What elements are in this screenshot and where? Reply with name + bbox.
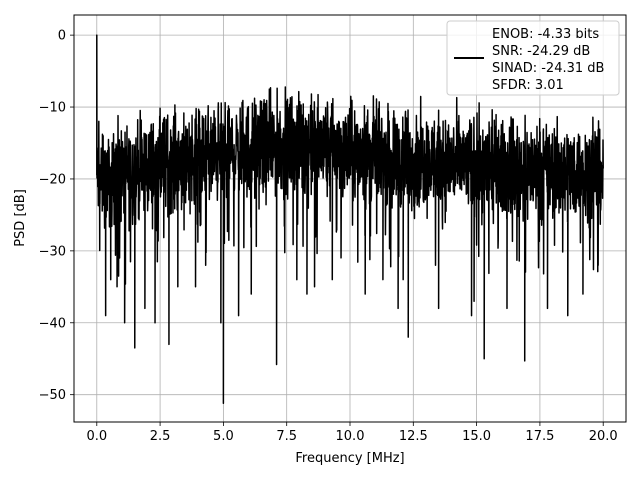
legend: ENOB: -4.33 bits SNR: -24.29 dB SINAD: -… — [446, 20, 620, 96]
x-axis-label: Frequency [MHz] — [295, 451, 404, 466]
y-tick-label: −20 — [39, 172, 66, 187]
x-axis-ticks: 0.0 2.5 5.0 7.5 10.0 12.5 15.0 17.5 20.0 — [86, 422, 618, 444]
x-tick-label: 0.0 — [86, 429, 107, 444]
data-layer — [96, 34, 604, 405]
y-axis-ticks: 0 −10 −20 −30 −40 −50 — [39, 29, 74, 403]
legend-snr: SNR: -24.29 dB — [492, 44, 590, 59]
y-tick-label: −10 — [39, 101, 66, 116]
x-tick-label: 5.0 — [213, 429, 234, 444]
x-tick-label: 7.5 — [276, 429, 297, 444]
psd-series-line — [96, 34, 604, 405]
legend-sfdr: SFDR: 3.01 — [492, 78, 564, 93]
y-tick-label: −40 — [39, 316, 66, 331]
y-tick-label: 0 — [58, 29, 66, 44]
y-tick-label: −30 — [39, 244, 66, 259]
x-tick-label: 12.5 — [399, 429, 428, 444]
x-tick-label: 17.5 — [525, 429, 554, 444]
x-tick-label: 10.0 — [336, 429, 365, 444]
x-tick-label: 20.0 — [589, 429, 618, 444]
legend-sinad: SINAD: -24.31 dB — [492, 61, 604, 76]
x-tick-label: 15.0 — [462, 429, 491, 444]
legend-enob: ENOB: -4.33 bits — [492, 27, 599, 42]
y-axis-label: PSD [dB] — [13, 189, 28, 247]
legend-box — [446, 20, 620, 96]
x-tick-label: 2.5 — [150, 429, 171, 444]
y-tick-label: −50 — [39, 388, 66, 403]
